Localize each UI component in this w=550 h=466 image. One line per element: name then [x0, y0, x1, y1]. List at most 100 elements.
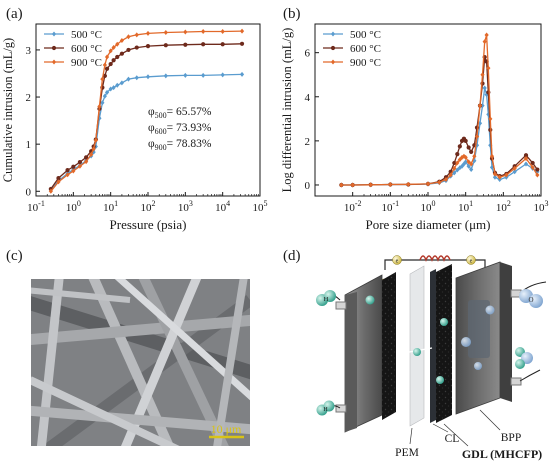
- data-point: [455, 152, 460, 157]
- data-point: [104, 54, 110, 60]
- panel-a-series: [48, 28, 245, 194]
- data-point: [93, 137, 98, 143]
- legend-marker: [51, 31, 57, 37]
- panel-a-label: (a): [6, 6, 23, 22]
- panel-a-x-axis-label: Pressure (psia): [110, 217, 187, 232]
- data-point: [108, 48, 113, 54]
- y-tick-label: 3: [26, 45, 32, 57]
- proton-icon: [436, 376, 444, 384]
- y-tick-label: 2: [26, 92, 32, 104]
- sem-fiber: [31, 287, 131, 303]
- data-point: [469, 167, 474, 173]
- sem-fiber: [31, 314, 250, 345]
- x-tick-label: 104: [215, 199, 230, 214]
- y-tick-label: 2: [305, 136, 311, 148]
- anode-outlet-port: [335, 404, 347, 413]
- data-point: [163, 73, 168, 79]
- data-point: [183, 42, 188, 47]
- data-point: [480, 72, 485, 78]
- data-point: [480, 103, 485, 109]
- series-900c: [339, 32, 540, 188]
- data-point: [84, 159, 89, 165]
- data-point: [111, 45, 116, 51]
- data-point: [512, 165, 517, 171]
- data-point: [183, 29, 188, 35]
- series-600c: [339, 54, 540, 188]
- panel-b-label: (b): [283, 6, 301, 22]
- porosity-annotation: φ500= 65.57%: [148, 106, 212, 120]
- data-point: [530, 164, 535, 170]
- data-point: [459, 163, 465, 169]
- cl-label: CL: [445, 433, 460, 445]
- cathode-flow-field: [468, 300, 490, 358]
- water-outflow-arrow: [519, 369, 541, 382]
- legend-label: 900 °C: [71, 57, 102, 69]
- panel-b-series: [339, 32, 540, 188]
- electron-icon: e: [466, 255, 476, 265]
- data-point: [111, 58, 116, 63]
- data-point: [497, 174, 502, 180]
- data-point: [463, 154, 468, 160]
- data-point: [111, 85, 116, 91]
- data-point: [71, 168, 76, 174]
- svg-text:O: O: [528, 296, 533, 304]
- panel-b-y-axis-label: Log differential intrusion (mL/g): [280, 28, 294, 193]
- panel-a-cumulative-intrusion-chart: (a) 10-1 100 101 102 103 104 105 0 1 2 3 500 °C 600…: [1, 6, 268, 232]
- legend-label: 600 °C: [350, 43, 381, 55]
- data-point: [119, 51, 125, 56]
- x-tick-label: 105: [253, 199, 268, 214]
- water-molecule-icon: [515, 347, 533, 369]
- data-point: [455, 167, 460, 173]
- data-point: [482, 39, 487, 45]
- sem-fiber: [213, 279, 248, 446]
- cathode-gdl-mhcfp: [436, 264, 452, 423]
- data-point: [523, 153, 529, 158]
- x-tick-label: 100: [421, 199, 436, 214]
- data-point: [455, 160, 460, 166]
- data-point: [488, 116, 493, 122]
- data-point: [482, 85, 487, 91]
- anode-plate-side: [345, 292, 357, 432]
- data-point: [469, 161, 474, 167]
- svg-text:e: e: [470, 259, 473, 265]
- svg-text:H: H: [324, 296, 329, 303]
- x-tick-label: 103: [178, 199, 193, 214]
- data-point: [77, 159, 83, 165]
- data-point: [104, 66, 110, 71]
- data-point: [48, 188, 53, 194]
- data-point: [119, 37, 125, 43]
- sem-fiber: [88, 279, 175, 446]
- proton-icon: [365, 295, 375, 305]
- electron-icon: e: [392, 255, 402, 265]
- cl-leader-line: [432, 423, 449, 433]
- data-point: [486, 111, 491, 117]
- data-point: [102, 62, 107, 68]
- data-point: [530, 160, 535, 166]
- data-point: [126, 76, 131, 82]
- x-tick-label: 100: [66, 199, 81, 214]
- data-point: [65, 167, 70, 173]
- oxygen-molecule-icon: O: [519, 289, 543, 308]
- x-tick-label: 10-2: [344, 199, 362, 214]
- data-point: [201, 72, 206, 78]
- data-point: [535, 172, 540, 178]
- data-point: [102, 73, 107, 78]
- data-point: [91, 146, 96, 152]
- anode-gdl: [382, 272, 396, 420]
- porosity-annotation: φ600= 73.93%: [148, 122, 212, 136]
- legend-marker: [51, 45, 57, 51]
- proton-icon: [413, 348, 421, 356]
- data-point: [463, 159, 468, 165]
- data-point: [406, 181, 411, 187]
- data-point: [163, 43, 168, 48]
- series-500c: [48, 71, 245, 193]
- panel-d-fuel-cell-schematic: (d) e e e e: [283, 248, 547, 461]
- panel-b-legend: 500 °C 600 °C 900 °C: [323, 29, 381, 69]
- data-point: [492, 174, 498, 180]
- legend-label: 500 °C: [71, 29, 102, 41]
- catalyst-layer: [430, 269, 436, 423]
- x-tick-label: 103: [534, 199, 549, 214]
- data-point: [425, 181, 431, 187]
- x-tick-label: 101: [103, 199, 118, 214]
